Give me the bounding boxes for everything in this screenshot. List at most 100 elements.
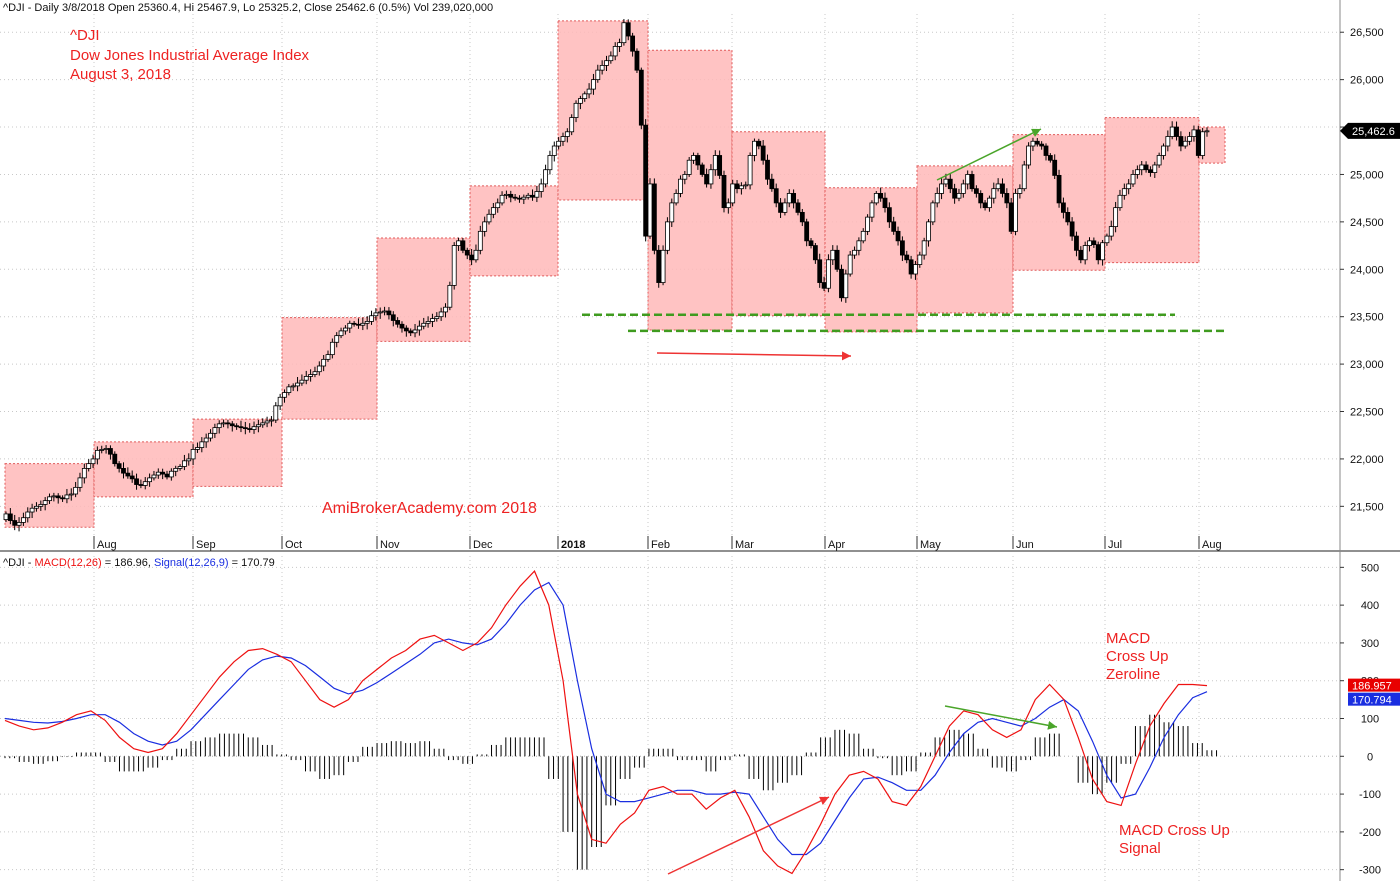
candle-body	[260, 422, 266, 426]
candle-body	[1126, 183, 1132, 190]
candle-body	[834, 249, 840, 270]
candle-body	[186, 458, 192, 462]
candle-body	[1178, 136, 1184, 147]
candle-body	[1043, 145, 1049, 156]
candle-body	[421, 322, 427, 327]
candle-body	[982, 202, 988, 209]
candle-body	[47, 496, 52, 502]
signal-header-value: = 170.79	[229, 557, 275, 569]
macd-header-prefix: ^DJI -	[3, 557, 34, 569]
candle-body	[686, 159, 692, 175]
candle-body	[695, 155, 701, 166]
macd-red-arrow	[667, 796, 830, 875]
candle-body	[1169, 126, 1175, 137]
candle-body	[582, 93, 588, 99]
candle-body	[830, 249, 836, 261]
candlesticks	[3, 19, 1210, 532]
candle-body	[691, 155, 696, 161]
candle-body	[1191, 129, 1197, 137]
candle-body	[678, 178, 683, 194]
price-tick-label: 22,000	[1350, 454, 1384, 466]
candle-body	[778, 202, 783, 213]
macd-signal-cross-line2: Signal	[1119, 840, 1161, 857]
macd-tick-label: 100	[1361, 714, 1379, 726]
candle-body	[334, 335, 340, 343]
date-tick-label: Jul	[1108, 539, 1122, 551]
date-tick-label: Jun	[1016, 539, 1034, 551]
candle-body	[469, 254, 475, 261]
candle-body	[1017, 188, 1023, 194]
candle-body	[273, 405, 279, 421]
candle-body	[1095, 244, 1101, 261]
monthly-range-box	[647, 49, 733, 331]
candle-body	[177, 466, 183, 469]
candle-body	[1008, 202, 1014, 232]
candle-body	[525, 194, 531, 198]
candle-body	[303, 376, 309, 381]
candle-body	[112, 453, 118, 465]
candle-body	[447, 284, 453, 308]
candle-body	[960, 183, 966, 194]
candle-body	[760, 145, 766, 161]
candle-body	[1121, 188, 1127, 196]
candle-body	[791, 193, 797, 204]
candle-body	[229, 423, 235, 427]
candle-body	[16, 522, 22, 526]
candle-body	[921, 240, 927, 256]
candle-body	[1130, 174, 1136, 185]
candle-body	[1047, 155, 1053, 161]
candle-body	[1052, 159, 1058, 176]
candle-body	[904, 254, 910, 261]
candle-body	[673, 193, 679, 204]
candle-body	[1030, 140, 1036, 147]
candle-body	[799, 211, 805, 223]
candle-body	[621, 22, 627, 44]
candle-body	[369, 315, 374, 322]
candle-body	[643, 124, 649, 237]
candle-body	[564, 131, 570, 137]
candle-body	[195, 447, 200, 450]
candle-body	[839, 268, 844, 299]
candle-body	[34, 505, 39, 509]
candle-body	[573, 102, 579, 118]
candle-body	[3, 513, 9, 521]
candle-body	[325, 354, 331, 360]
candle-body	[995, 183, 1001, 190]
candle-body	[377, 311, 383, 314]
candle-body	[1204, 130, 1210, 133]
macd-line	[4, 570, 1208, 875]
candle-body	[913, 264, 918, 275]
candle-body	[808, 240, 814, 246]
candle-body	[547, 155, 553, 171]
price-red-arrow	[656, 351, 852, 361]
date-tick-label: Mar	[735, 539, 754, 551]
candle-body	[490, 207, 496, 215]
candle-body	[978, 193, 984, 204]
candle-body	[234, 425, 240, 428]
candle-body	[1117, 194, 1123, 209]
candle-body	[1061, 202, 1066, 213]
candle-body	[873, 193, 879, 204]
candle-body	[1152, 164, 1158, 173]
candle-body	[403, 327, 409, 332]
candle-body	[604, 60, 609, 66]
candle-body	[930, 202, 936, 223]
date-axis: Aug Sep Oct Nov Dec 2018 Feb Mar Apr May Jun Jul Aug	[93, 536, 1222, 551]
candle-body	[164, 473, 170, 478]
candle-body	[29, 507, 35, 513]
candle-body	[625, 22, 631, 37]
candle-body	[786, 193, 792, 204]
candle-body	[190, 449, 196, 460]
candle-body	[895, 230, 901, 242]
candle-body	[103, 448, 109, 450]
index-name-annotation: Dow Jones Industrial Average Index	[70, 47, 310, 64]
candle-body	[952, 188, 958, 199]
candle-body	[882, 197, 888, 209]
candle-body	[1021, 164, 1027, 190]
candle-body	[595, 69, 601, 81]
candle-body	[651, 183, 657, 251]
candle-body	[926, 221, 931, 242]
date-tick-label: Apr	[828, 539, 845, 551]
candle-body	[168, 470, 174, 478]
